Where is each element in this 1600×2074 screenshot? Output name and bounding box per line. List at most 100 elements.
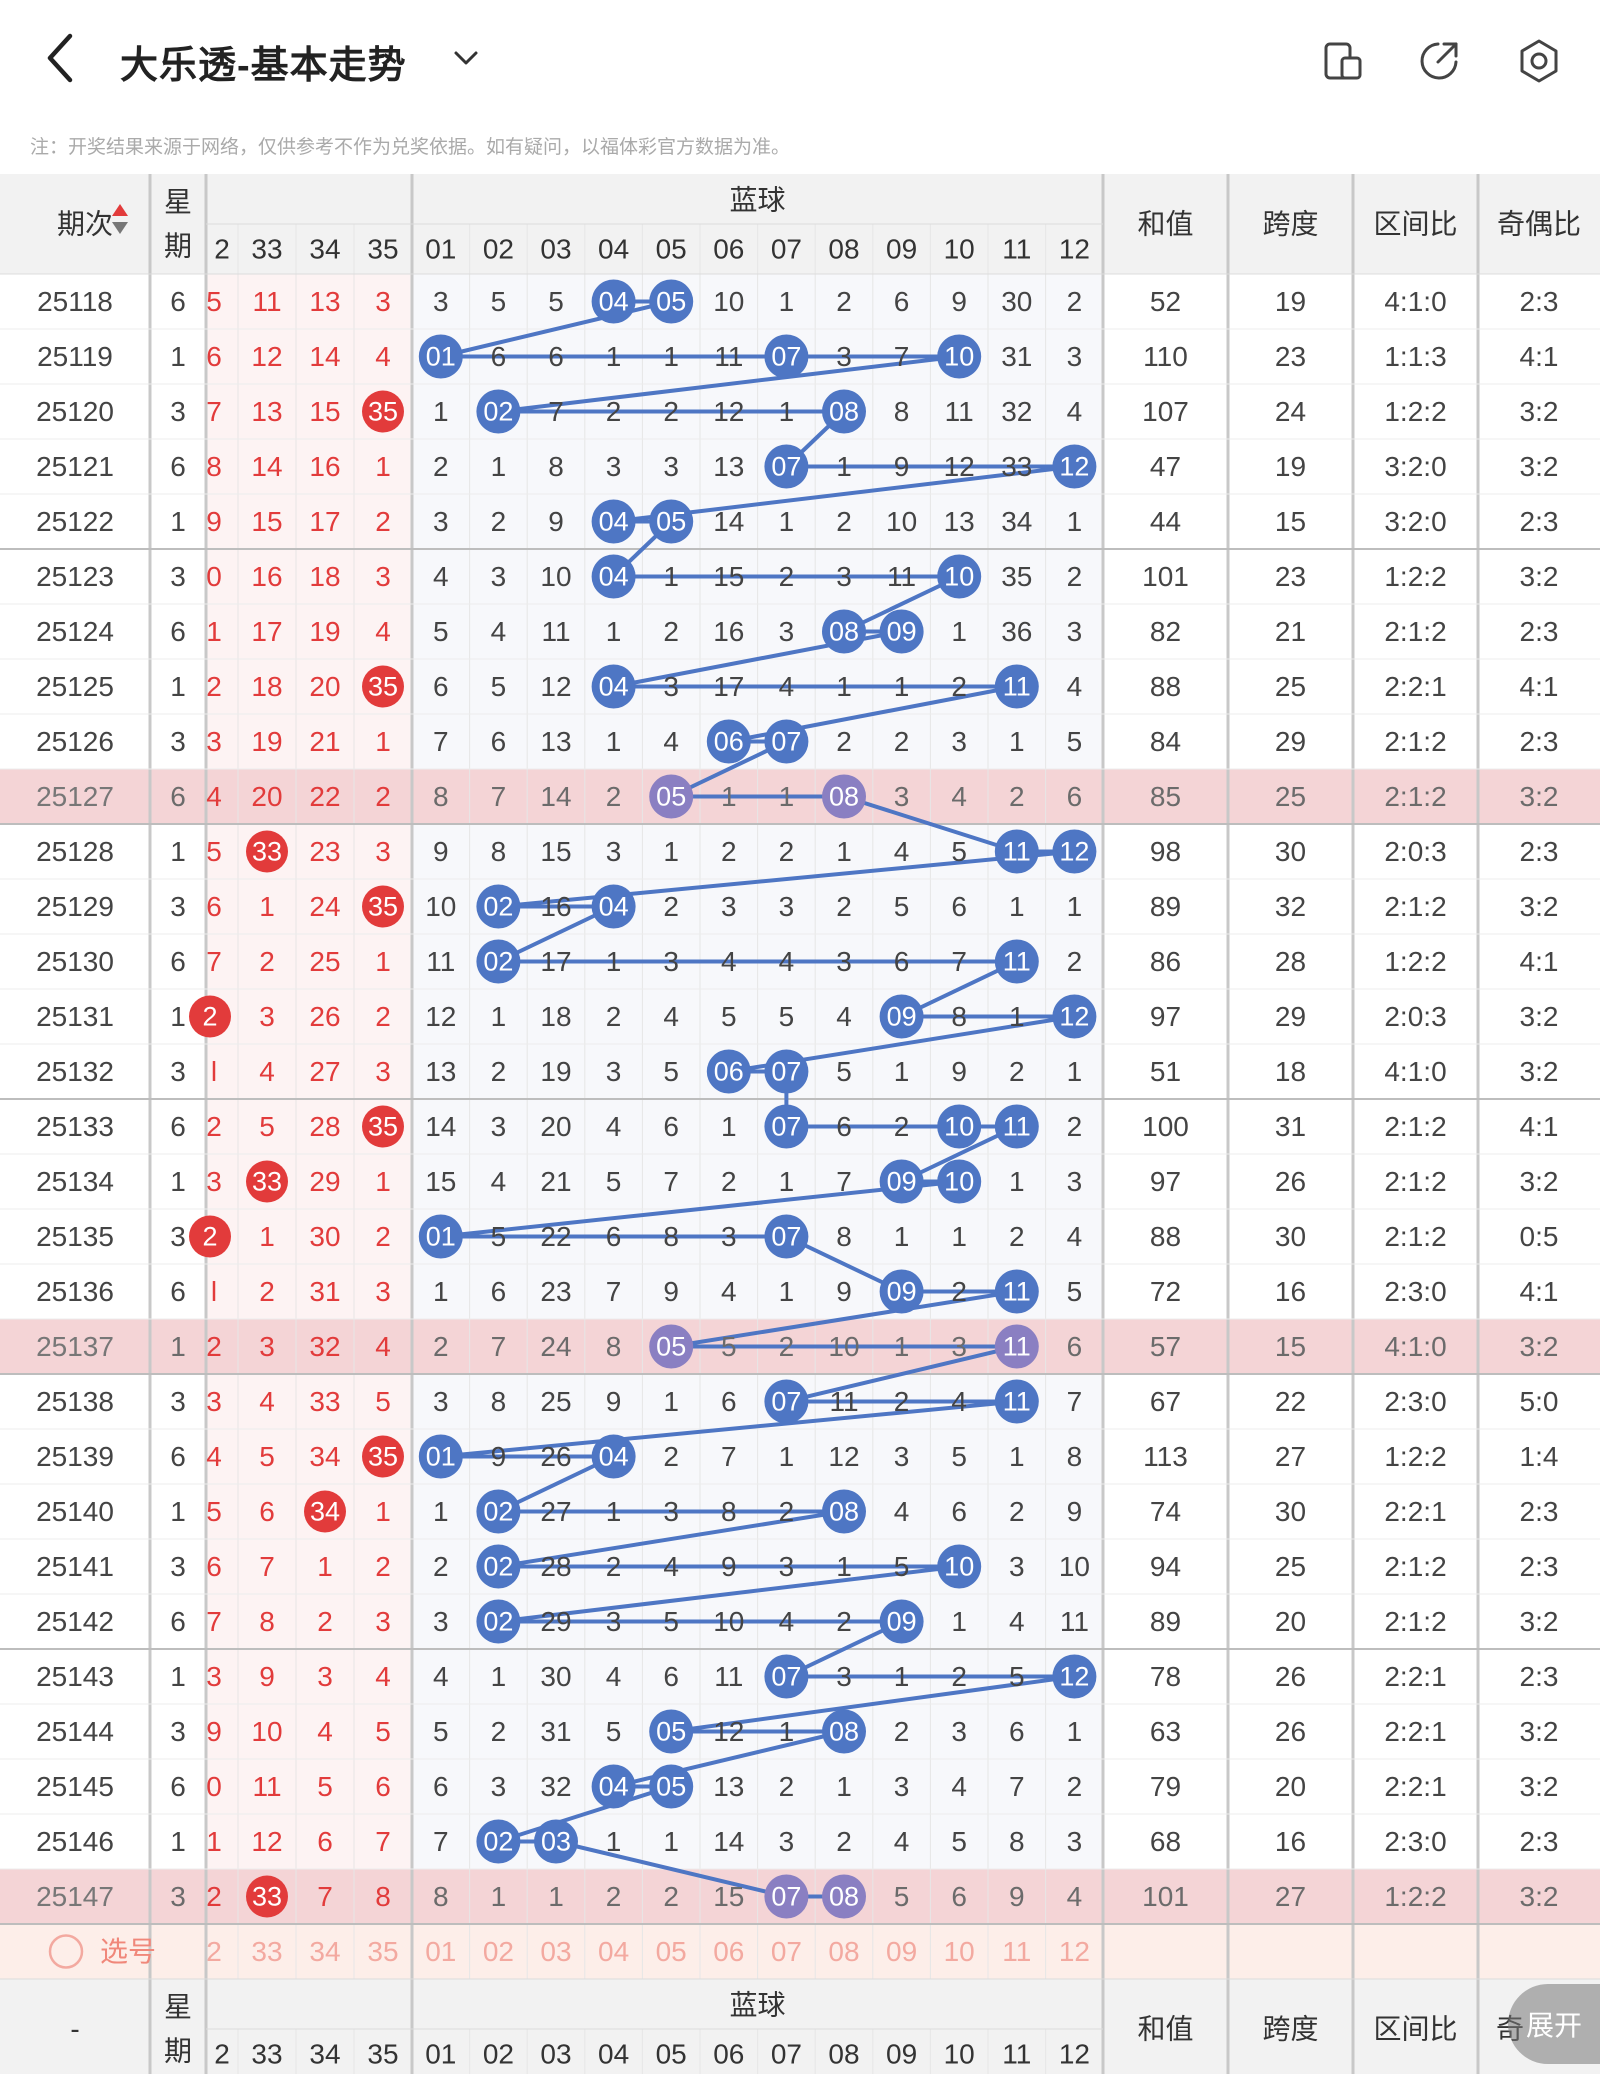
- red-miss-cell: 29: [309, 1166, 340, 1197]
- blue-ball-number: 04: [599, 1442, 629, 1472]
- red-zone-bg: [206, 1649, 412, 1704]
- blue-miss-cell: 1: [606, 726, 622, 757]
- blue-miss-cell: 1: [663, 1826, 679, 1857]
- blue-miss-cell: 4: [721, 946, 737, 977]
- odd-even-cell: 2:3: [1520, 286, 1559, 317]
- page-title[interactable]: 大乐透-基本走势: [120, 45, 407, 87]
- blue-miss-cell: 3: [836, 1661, 852, 1692]
- expand-button[interactable]: 展开: [1508, 1984, 1600, 2064]
- blue-miss-cell: 8: [433, 781, 449, 812]
- blue-miss-cell: 36: [1001, 616, 1032, 647]
- blue-miss-cell: 1: [491, 451, 507, 482]
- footer-blue-col: 04: [598, 2039, 629, 2070]
- trend-line: [440, 1179, 960, 1239]
- red-miss-cell: 26: [309, 1001, 340, 1032]
- blue-miss-cell: 13: [944, 506, 975, 537]
- zone-ratio-cell: 2:1:2: [1384, 1606, 1446, 1637]
- span-cell: 16: [1275, 1276, 1306, 1307]
- zone-ratio-cell: 4:1:0: [1384, 1056, 1446, 1087]
- blue-miss-cell: 7: [951, 946, 967, 977]
- settings-icon[interactable]: [1516, 38, 1562, 84]
- blue-miss-cell: 3: [951, 1716, 967, 1747]
- back-chevron-icon[interactable]: [40, 30, 84, 86]
- period-cell: 25129: [36, 891, 114, 922]
- red-miss-cell: 10: [251, 1716, 282, 1747]
- blue-ball: [994, 829, 1039, 874]
- week-cell: 6: [170, 1606, 186, 1637]
- select-radio-icon[interactable]: [48, 1934, 84, 1969]
- share-icon[interactable]: [1416, 38, 1462, 84]
- blue-col-header: 05: [656, 234, 687, 265]
- blue-miss-cell: 2: [951, 671, 967, 702]
- red-zone-bg: [206, 714, 412, 769]
- zone-ratio-cell: 1:1:3: [1384, 341, 1446, 372]
- blue-miss-cell: 3: [894, 1771, 910, 1802]
- red-ball-number: 2: [202, 1222, 217, 1252]
- blue-ball-number: 01: [426, 1222, 456, 1252]
- span-cell: 24: [1275, 396, 1306, 427]
- odd-even-cell: 3:2: [1520, 781, 1559, 812]
- blue-miss-cell: 3: [779, 1551, 795, 1582]
- week-cell: 1: [170, 1331, 186, 1362]
- blue-miss-cell: 13: [713, 451, 744, 482]
- red-zone-bg: [206, 824, 412, 879]
- blue-miss-cell: 2: [894, 1716, 910, 1747]
- blue-miss-cell: 3: [433, 1606, 449, 1637]
- blue-miss-cell: 6: [894, 286, 910, 317]
- blue-miss-cell: 4: [1067, 396, 1083, 427]
- blue-ball: [822, 1489, 866, 1534]
- red-miss-cell: 2: [375, 1221, 391, 1252]
- blue-miss-cell: 8: [1009, 1826, 1025, 1857]
- period-cell: 25144: [36, 1716, 114, 1747]
- blue-ball: [937, 1104, 982, 1149]
- blue-miss-cell: 2: [721, 1166, 737, 1197]
- odd-even-cell: 4:1: [1520, 341, 1559, 372]
- blue-miss-cell: 3: [663, 946, 679, 977]
- red-miss-cell: 3: [375, 1276, 391, 1307]
- blue-miss-cell: 2: [606, 1001, 622, 1032]
- red-miss-cell: 30: [309, 1221, 340, 1252]
- zone-ratio-cell: 2:2:1: [1384, 1716, 1446, 1747]
- blue-miss-cell: 8: [491, 836, 507, 867]
- zone-ratio-cell: 2:1:2: [1384, 726, 1446, 757]
- period-cell: 25145: [36, 1771, 114, 1802]
- red-miss-cell: 5: [375, 1386, 391, 1417]
- chevron-down-icon[interactable]: [448, 40, 484, 76]
- blue-miss-cell: 26: [540, 1441, 571, 1472]
- blue-miss-cell: 13: [713, 1771, 744, 1802]
- odd-even-cell: 3:2: [1520, 1001, 1559, 1032]
- blue-ball-number: 09: [887, 1277, 917, 1307]
- blue-miss-cell: 8: [1067, 1441, 1083, 1472]
- blue-ball: [879, 994, 924, 1039]
- select-red-option: 33: [251, 1936, 282, 1967]
- blue-miss-cell: 2: [606, 781, 622, 812]
- blue-ball: [764, 444, 809, 489]
- span-cell: 23: [1275, 341, 1306, 372]
- blue-miss-cell: 3: [663, 671, 679, 702]
- blue-miss-cell: 6: [548, 341, 564, 372]
- blue-miss-cell: 2: [1009, 1056, 1025, 1087]
- red-ball-number: 35: [368, 397, 398, 427]
- blue-ball: [879, 1599, 924, 1644]
- footer-red-col: 34: [309, 2039, 340, 2070]
- blue-miss-cell: 4: [779, 1606, 795, 1637]
- footer-sum-header: 和值: [1137, 2014, 1193, 2045]
- trend-line: [670, 1289, 1018, 1349]
- week-cell: 6: [170, 1441, 186, 1472]
- zone-ratio-cell: 1:2:2: [1384, 561, 1446, 592]
- sort-up-icon[interactable]: [112, 204, 128, 216]
- red-miss-cell: 2: [317, 1606, 333, 1637]
- span-cell: 26: [1275, 1716, 1306, 1747]
- blue-miss-cell: 4: [663, 1001, 679, 1032]
- blue-col-header: 07: [771, 234, 802, 265]
- week-cell: 6: [170, 1111, 186, 1142]
- phone-icon[interactable]: [1320, 38, 1366, 84]
- red-miss-cell: 3: [206, 1166, 222, 1197]
- odd-even-cell: 3:2: [1520, 561, 1559, 592]
- blue-miss-cell: 1: [836, 451, 852, 482]
- blue-miss-cell: 4: [491, 1166, 507, 1197]
- trend-line: [670, 1674, 1075, 1734]
- sort-down-icon[interactable]: [112, 222, 128, 234]
- red-miss-cell: 18: [251, 671, 282, 702]
- footer-week-top: 星: [164, 1992, 192, 2023]
